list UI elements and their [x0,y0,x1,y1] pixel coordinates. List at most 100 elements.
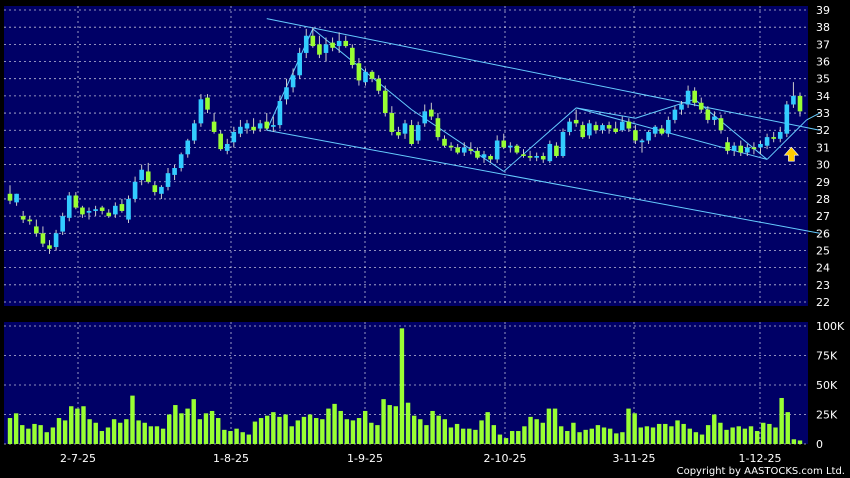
candle-body [93,209,98,211]
volume-y-tick-label: 75K [816,350,838,363]
volume-bar [240,432,245,444]
volume-bar [485,412,490,444]
channel-upper-line [266,18,820,131]
volume-bar [632,413,637,444]
candle-body [415,125,421,141]
volume-bar [228,431,233,444]
volume-bar [173,405,178,444]
volume-y-tick-label: 0 [816,438,823,451]
volume-bar [313,418,319,444]
price-y-tick-label: 38 [816,21,830,34]
volume-bar [644,426,650,444]
volume-bar [779,397,784,444]
candle-body [731,145,737,151]
volume-bar [179,413,184,444]
candle-body [560,131,566,156]
x-tick-label: 1-8-25 [213,452,249,465]
volume-bar [160,428,166,444]
volume-bar [118,422,123,444]
candle-body [34,226,39,234]
price-y-tick-label: 24 [816,262,830,275]
volume-bar [338,410,343,444]
volume-bar [277,416,282,444]
volume-bar [411,415,417,444]
candle-body [527,156,533,158]
volume-bar [687,428,692,444]
volume-bar [663,423,668,444]
volume-bar [283,414,288,444]
candle-body [429,109,434,117]
volume-bar [767,423,772,444]
candle-body [771,137,776,139]
candle-body [80,207,85,215]
volume-bar [209,410,215,444]
candle-body [606,125,612,129]
volume-bar [320,419,325,444]
candle-body [422,111,428,124]
volume-bar [399,328,405,444]
candle-body [185,140,191,155]
volume-bar [491,425,497,444]
candle-body [238,126,243,134]
volume-bar [124,419,129,444]
volume-bar [565,431,570,444]
candle-body [646,131,651,141]
candle-body [784,104,790,134]
volume-bar [583,429,588,444]
candle-body [764,137,770,146]
copyright-text: Copyright by AASTOCKS.com Ltd. [677,466,845,477]
candle-body [47,245,52,249]
volume-bar [301,416,307,444]
volume-bar [620,432,625,444]
candle-body [264,121,270,129]
candle-body [534,156,539,158]
candle-body [66,195,72,218]
volume-bar [44,432,49,444]
price-y-tick-label: 27 [816,210,830,223]
candle-body [745,147,750,153]
volume-bar [222,429,227,444]
candle-body [666,119,671,134]
volume-bar [522,426,527,444]
candle-body [297,52,302,76]
price-y-tick-label: 30 [816,159,830,172]
candle-body [271,125,276,127]
price-y-tick-label: 33 [816,107,830,120]
candle-body [777,131,783,139]
volume-bar [75,408,80,444]
candle-body [317,44,322,55]
zigzag-segment [312,28,412,111]
candle-body [382,90,388,114]
volume-bar [142,422,147,444]
candle-body [448,145,454,148]
volume-bar [362,410,368,444]
candle-body [132,181,138,199]
volume-bar [20,425,25,444]
volume-panel: 0 25K 50K 75K 100K [4,320,845,451]
volume-bar [724,429,729,444]
volume-bar [203,413,209,444]
volume-bar [681,423,686,444]
x-tick-label: 1-9-25 [347,452,383,465]
volume-y-tick-label: 100K [816,320,845,333]
candle-body [310,35,316,47]
volume-bar [546,408,552,444]
candle-body [461,147,467,153]
candle-body [20,216,26,220]
candle-body [165,173,171,187]
volume-bar [148,426,154,444]
candle-body [494,140,500,160]
volume-bar [326,408,331,444]
volume-bar [234,428,239,444]
candle-body [198,99,204,124]
price-y-tick-label: 36 [816,56,830,69]
volume-bar [197,419,203,444]
candle-body [303,35,309,53]
candle-body [475,150,480,158]
candle-body [343,40,349,47]
price-y-tick-label: 23 [816,279,830,292]
candles [7,27,803,254]
candle-body [86,210,92,213]
volume-bar [589,428,594,444]
x-axis: 2-7-25 1-8-25 1-9-25 2-10-25 3-11-25 1-12-25 [60,452,781,465]
